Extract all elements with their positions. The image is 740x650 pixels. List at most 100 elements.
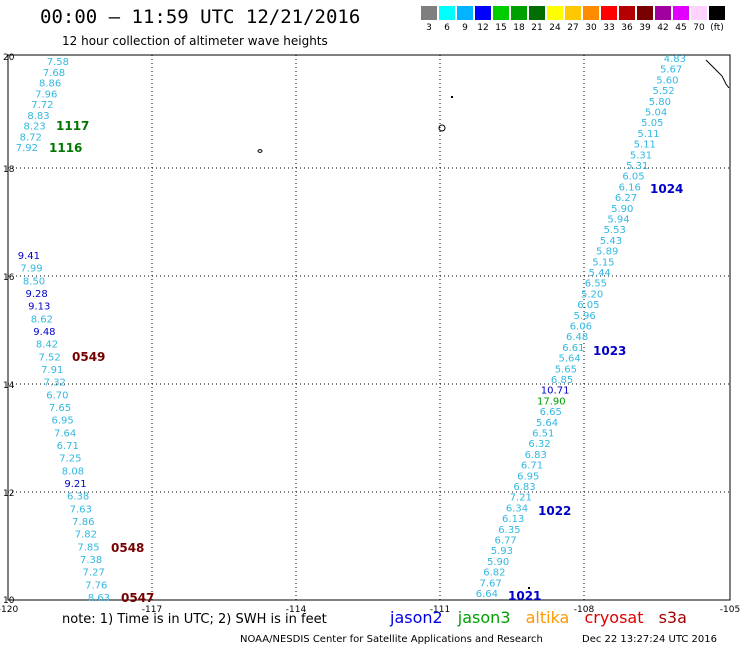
swh-value: 5.96 bbox=[573, 311, 595, 322]
swh-value: 6.95 bbox=[517, 471, 539, 482]
scale-label: 18 bbox=[513, 23, 525, 33]
swh-value: 7.99 bbox=[20, 264, 42, 275]
swh-value: 6.16 bbox=[619, 182, 641, 193]
swh-value: 6.64 bbox=[476, 589, 498, 600]
swh-value: 7.32 bbox=[44, 378, 66, 389]
pass-time-label: 1021 bbox=[508, 589, 541, 603]
coastline bbox=[705, 59, 730, 89]
swh-value: 6.32 bbox=[528, 439, 550, 450]
lat-tick-label: 20 bbox=[3, 53, 15, 63]
lat-tick-label: 18 bbox=[3, 165, 15, 175]
lat-tick-label: 16 bbox=[3, 273, 15, 283]
lat-tick-label: 12 bbox=[3, 489, 14, 499]
swh-value: 5.60 bbox=[656, 75, 678, 86]
swh-value: 6.82 bbox=[483, 568, 505, 579]
swh-value: 7.58 bbox=[47, 57, 69, 68]
pass-time-label: 1024 bbox=[650, 182, 683, 196]
scale-label: 42 bbox=[657, 23, 669, 33]
lon-tick-label: -114 bbox=[286, 605, 307, 615]
island bbox=[451, 96, 453, 98]
scale-swatch bbox=[655, 6, 671, 20]
lat-tick-label: 14 bbox=[3, 381, 15, 391]
swh-value: 9.13 bbox=[28, 302, 50, 313]
swh-value: 5.64 bbox=[558, 354, 580, 365]
scale-label: 3 bbox=[426, 23, 432, 33]
lon-tick-label: -120 bbox=[0, 605, 18, 615]
swh-value: 7.27 bbox=[83, 568, 105, 579]
scale-swatch bbox=[619, 6, 635, 20]
swh-value: 6.05 bbox=[577, 300, 599, 311]
swh-value: 6.83 bbox=[525, 450, 547, 461]
swh-value: 7.64 bbox=[54, 428, 76, 439]
swh-value: 7.91 bbox=[41, 365, 63, 376]
swh-value: 8.42 bbox=[36, 340, 58, 351]
pass-time-label: 1116 bbox=[49, 141, 82, 155]
swh-value: 10.71 bbox=[541, 386, 570, 397]
swh-value: 6.27 bbox=[615, 193, 637, 204]
scale-label: 36 bbox=[621, 23, 633, 33]
legend-cryosat: cryosat bbox=[584, 608, 644, 627]
legend-jason3: jason3 bbox=[457, 608, 511, 627]
swh-value: 6.95 bbox=[51, 416, 73, 427]
swh-value: 7.85 bbox=[77, 542, 99, 553]
scale-label: (ft) bbox=[710, 23, 724, 33]
scale-label: 9 bbox=[462, 23, 468, 33]
legend-s3a: s3a bbox=[658, 608, 687, 627]
island bbox=[528, 587, 530, 589]
lon-tick-label: -108 bbox=[574, 605, 595, 615]
swh-value: 7.72 bbox=[31, 100, 53, 111]
swh-value: 7.63 bbox=[70, 504, 92, 515]
swh-value: 5.90 bbox=[611, 204, 633, 215]
scale-label: 24 bbox=[549, 23, 561, 33]
swh-value: 7.86 bbox=[72, 517, 94, 528]
lon-tick-label: -117 bbox=[142, 605, 162, 615]
swh-value: 6.61 bbox=[562, 343, 584, 354]
swh-value: 6.48 bbox=[566, 332, 588, 343]
lon-tick-label: -105 bbox=[720, 605, 740, 615]
swh-value: 5.89 bbox=[596, 247, 618, 258]
swh-value: 5.64 bbox=[536, 418, 558, 429]
pass-time-label: 0547 bbox=[121, 591, 154, 605]
swh-value: 9.28 bbox=[26, 289, 48, 300]
scale-swatch bbox=[511, 6, 527, 20]
legend-jason2: jason2 bbox=[390, 608, 443, 627]
swh-value: 6.77 bbox=[495, 536, 517, 547]
swh-value: 8.23 bbox=[23, 122, 45, 133]
swh-value: 5.31 bbox=[630, 150, 652, 161]
scale-swatch bbox=[673, 6, 689, 20]
swh-value: 6.51 bbox=[532, 429, 554, 440]
scale-swatch bbox=[691, 6, 707, 20]
island bbox=[257, 149, 263, 153]
swh-value: 6.65 bbox=[540, 407, 562, 418]
swh-value: 6.71 bbox=[57, 441, 79, 452]
swh-value: 6.13 bbox=[502, 514, 524, 525]
swh-value: 8.50 bbox=[23, 276, 45, 287]
scale-label: 6 bbox=[444, 23, 450, 33]
lon-tick-label: -111 bbox=[430, 605, 450, 615]
swh-value: 5.44 bbox=[589, 268, 611, 279]
scale-label: 45 bbox=[675, 23, 687, 33]
swh-value: 9.21 bbox=[64, 479, 86, 490]
scale-swatch bbox=[547, 6, 563, 20]
swh-value: 7.67 bbox=[479, 578, 501, 589]
swh-value: 5.90 bbox=[487, 557, 509, 568]
swh-value: 8.08 bbox=[62, 466, 84, 477]
swh-value: 6.83 bbox=[513, 482, 535, 493]
swh-value: 5.80 bbox=[649, 97, 671, 108]
scale-swatch bbox=[439, 6, 455, 20]
scale-label: 39 bbox=[639, 23, 651, 33]
swh-value: 5.67 bbox=[660, 65, 682, 76]
scale-swatch bbox=[601, 6, 617, 20]
swh-value: 7.38 bbox=[80, 555, 102, 566]
swh-value: 5.65 bbox=[555, 364, 577, 375]
satellite-legend: jason2 jason3 altika cryosat s3a bbox=[390, 608, 697, 627]
scale-label: 27 bbox=[567, 23, 579, 33]
swh-value: 7.21 bbox=[510, 493, 532, 504]
page-title: 00:00 — 11:59 UTC 12/21/2016 bbox=[40, 6, 361, 28]
swh-value: 17.90 bbox=[537, 396, 566, 407]
swh-value: 9.41 bbox=[18, 251, 40, 262]
scale-swatch bbox=[565, 6, 581, 20]
swh-value: 5.43 bbox=[600, 236, 622, 247]
map-frame bbox=[7, 54, 731, 601]
